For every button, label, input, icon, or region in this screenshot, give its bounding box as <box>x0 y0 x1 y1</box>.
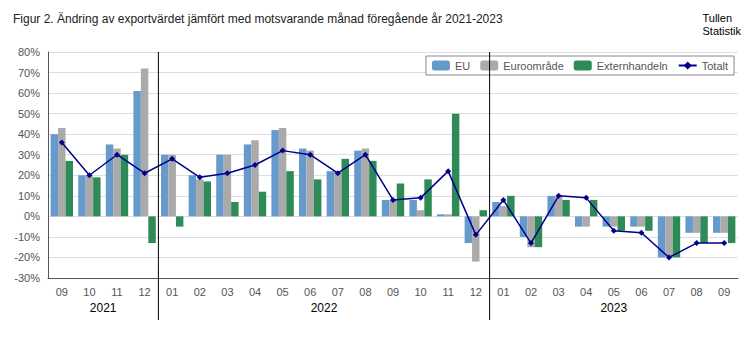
svg-text:01: 01 <box>166 286 178 298</box>
svg-text:-10%: -10% <box>14 231 40 243</box>
svg-text:0%: 0% <box>24 210 40 222</box>
svg-text:50%: 50% <box>18 108 40 120</box>
svg-text:40%: 40% <box>18 128 40 140</box>
svg-text:10: 10 <box>83 286 95 298</box>
svg-text:EU: EU <box>455 60 470 72</box>
svg-text:09: 09 <box>718 286 730 298</box>
svg-text:11: 11 <box>111 286 122 298</box>
svg-text:09: 09 <box>56 286 68 298</box>
svg-text:Statistik: Statistik <box>702 25 741 37</box>
svg-text:08: 08 <box>690 286 702 298</box>
svg-text:Totalt: Totalt <box>702 60 728 72</box>
svg-text:05: 05 <box>276 286 288 298</box>
svg-text:02: 02 <box>194 286 206 298</box>
svg-text:07: 07 <box>332 286 344 298</box>
svg-text:02: 02 <box>525 286 537 298</box>
svg-text:60%: 60% <box>18 87 40 99</box>
svg-text:04: 04 <box>249 286 261 298</box>
svg-text:80%: 80% <box>18 46 40 58</box>
svg-text:70%: 70% <box>18 67 40 79</box>
svg-text:Figur 2. Ändring av exportvärd: Figur 2. Ändring av exportvärdet jämfört… <box>13 12 503 26</box>
svg-text:06: 06 <box>635 286 647 298</box>
svg-text:08: 08 <box>359 286 371 298</box>
svg-text:01: 01 <box>497 286 509 298</box>
svg-text:Euroområde: Euroområde <box>503 60 564 72</box>
svg-text:-20%: -20% <box>14 251 40 263</box>
svg-text:05: 05 <box>608 286 620 298</box>
svg-text:2021: 2021 <box>90 301 117 315</box>
svg-text:11: 11 <box>442 286 453 298</box>
svg-text:Externhandeln: Externhandeln <box>597 60 668 72</box>
svg-text:06: 06 <box>304 286 316 298</box>
svg-text:2022: 2022 <box>311 301 338 315</box>
svg-text:12: 12 <box>138 286 150 298</box>
svg-text:09: 09 <box>387 286 399 298</box>
svg-text:20%: 20% <box>18 169 40 181</box>
svg-text:Tullen: Tullen <box>702 12 732 24</box>
svg-text:03: 03 <box>221 286 233 298</box>
svg-text:30%: 30% <box>18 149 40 161</box>
svg-text:-30%: -30% <box>14 272 40 284</box>
svg-text:2023: 2023 <box>600 301 627 315</box>
svg-text:10: 10 <box>414 286 426 298</box>
svg-text:10%: 10% <box>18 190 40 202</box>
svg-text:03: 03 <box>552 286 564 298</box>
svg-text:12: 12 <box>470 286 482 298</box>
svg-text:07: 07 <box>663 286 675 298</box>
svg-text:04: 04 <box>580 286 592 298</box>
